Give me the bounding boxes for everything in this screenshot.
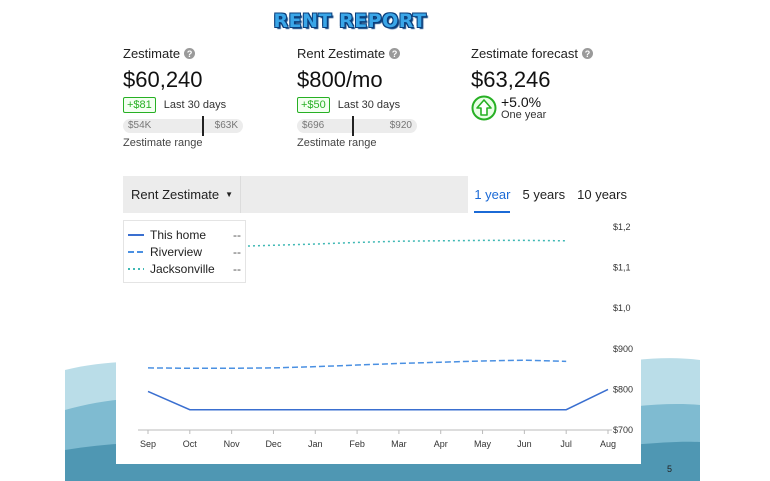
legend-item-jacksonville[interactable]: Jacksonville -- bbox=[128, 260, 241, 277]
x-tick-label: Dec bbox=[265, 439, 282, 449]
rent-zestimate-label: Rent Zestimate bbox=[297, 46, 386, 61]
y-tick-label: $1,2 bbox=[613, 222, 631, 232]
legend-label: Jacksonville bbox=[150, 261, 215, 276]
y-tick-label: $1,1 bbox=[613, 263, 631, 273]
rent-chart: Sep Oct Nov Dec Jan Feb Mar Apr May Jun Jul Aug $1,2… bbox=[138, 222, 633, 449]
x-tick-label: Oct bbox=[183, 439, 198, 449]
rent-period: Last 30 days bbox=[337, 99, 401, 111]
zestimate-range-bar: $54K $63K bbox=[123, 116, 243, 136]
forecast-label: Zestimate forecast bbox=[471, 46, 578, 61]
slide-title: RENT REPORT bbox=[273, 10, 427, 32]
rent-zestimate-metric: Rent Zestimate ? $800/mo +$50 Last 30 da… bbox=[297, 46, 467, 149]
solid-line-swatch bbox=[128, 233, 144, 236]
y-tick-label: $900 bbox=[613, 344, 633, 354]
range-marker bbox=[352, 116, 355, 136]
range-caption: Zestimate range bbox=[297, 137, 377, 149]
y-tick-label: $1,0 bbox=[613, 303, 631, 313]
legend-item-riverview[interactable]: Riverview -- bbox=[128, 243, 241, 260]
series-line-riverview bbox=[147, 359, 567, 370]
dropdown-label: Rent Zestimate bbox=[131, 187, 220, 202]
x-tick-label: Feb bbox=[349, 439, 365, 449]
y-tick-label: $800 bbox=[613, 384, 633, 394]
series-line-this-home bbox=[147, 388, 609, 411]
forecast-value: $63,246 bbox=[471, 67, 551, 92]
range-low: $696 bbox=[302, 120, 325, 131]
chart-toolbar: Rent Zestimate ▼ 1 year 5 years 10 years bbox=[123, 176, 633, 213]
rent-report-card: Zestimate ? $60,240 +$81 Last 30 days $5… bbox=[116, 38, 641, 464]
zestimate-period: Last 30 days bbox=[163, 99, 227, 111]
range-caption: Zestimate range bbox=[123, 137, 203, 149]
legend-label: This home bbox=[150, 227, 207, 242]
legend-value: -- bbox=[233, 261, 241, 276]
x-tick-label: Jan bbox=[308, 439, 323, 449]
y-tick-label: $700 bbox=[613, 425, 633, 435]
x-tick-label: Jun bbox=[517, 439, 532, 449]
dashed-line-swatch bbox=[128, 250, 144, 253]
help-icon[interactable]: ? bbox=[581, 48, 593, 59]
time-range-tabs: 1 year 5 years 10 years bbox=[468, 176, 633, 213]
rent-range-bar: $696 $920 bbox=[297, 116, 417, 136]
zestimate-metric: Zestimate ? $60,240 +$81 Last 30 days $5… bbox=[123, 46, 293, 149]
x-tick-label: Sep bbox=[140, 439, 156, 449]
x-tick-label: Apr bbox=[434, 439, 448, 449]
range-low: $54K bbox=[128, 120, 152, 131]
tab-5-years[interactable]: 5 years bbox=[522, 187, 566, 202]
zestimate-label: Zestimate bbox=[123, 46, 181, 61]
legend-value: -- bbox=[233, 244, 241, 259]
range-high: $920 bbox=[389, 120, 412, 131]
x-tick-label: Mar bbox=[391, 439, 407, 449]
dotted-line-swatch bbox=[128, 267, 144, 270]
x-tick-label: Nov bbox=[224, 439, 241, 449]
forecast-change: +5.0% bbox=[501, 94, 542, 110]
legend-item-this-home[interactable]: This home -- bbox=[128, 226, 241, 243]
legend-label: Riverview bbox=[150, 244, 203, 259]
zestimate-value: $60,240 bbox=[123, 67, 203, 92]
legend-value: -- bbox=[233, 227, 241, 242]
help-icon[interactable]: ? bbox=[389, 48, 401, 59]
x-tick-label: Aug bbox=[600, 439, 616, 449]
caret-down-icon: ▼ bbox=[225, 190, 234, 199]
forecast-period: One year bbox=[501, 109, 547, 121]
forecast-metric: Zestimate forecast ? $63,246 +5.0% One y… bbox=[471, 46, 641, 121]
up-arrow-icon bbox=[471, 95, 497, 121]
help-icon[interactable]: ? bbox=[184, 48, 196, 59]
metric-dropdown[interactable]: Rent Zestimate ▼ bbox=[123, 176, 241, 213]
x-tick-label: May bbox=[474, 439, 492, 449]
x-tick-label: Jul bbox=[560, 439, 572, 449]
rent-change-badge: +$50 bbox=[297, 97, 330, 113]
range-high: $63K bbox=[214, 120, 238, 131]
chart-legend: This home -- Riverview -- Jacksonville -… bbox=[123, 220, 246, 283]
tab-1-year[interactable]: 1 year bbox=[468, 176, 516, 213]
tab-10-years[interactable]: 10 years bbox=[577, 187, 627, 202]
range-marker bbox=[202, 116, 205, 136]
rent-zestimate-value: $800/mo bbox=[297, 67, 383, 92]
page-number: 5 bbox=[667, 464, 673, 474]
zestimate-change-badge: +$81 bbox=[123, 97, 156, 113]
